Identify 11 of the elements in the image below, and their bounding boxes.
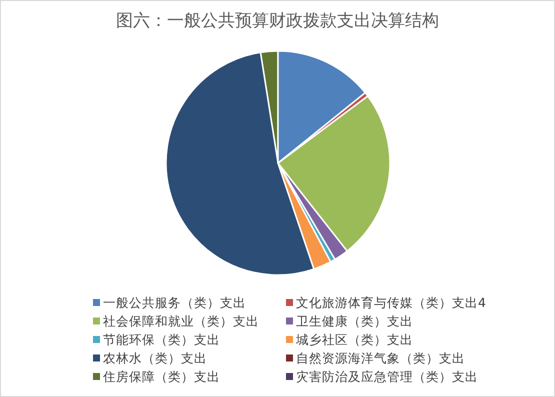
chart-title: 图六：一般公共预算财政拨款支出决算结构 xyxy=(116,11,439,31)
legend-label: 农林水（类）支出 xyxy=(103,350,207,366)
legend-label: 节能环保（类）支出 xyxy=(103,332,220,347)
legend-label: 卫生健康（类）支出 xyxy=(296,314,413,328)
legend-label: 文化旅游体育与传媒（类）支出4 xyxy=(296,295,486,310)
legend-label: 自然资源海洋气象（类）支出 xyxy=(296,350,465,366)
legend-label: 住房保障（类）支出 xyxy=(102,369,220,384)
legend-label: 一般公共服务（类）支出 xyxy=(103,295,246,310)
legend-label: 灾害防治及应急管理（类）支出 xyxy=(296,369,478,384)
legend-label: 社会保障和就业（类）支出 xyxy=(103,314,259,328)
legend-label: 城乡社区（类）支出 xyxy=(295,332,413,347)
